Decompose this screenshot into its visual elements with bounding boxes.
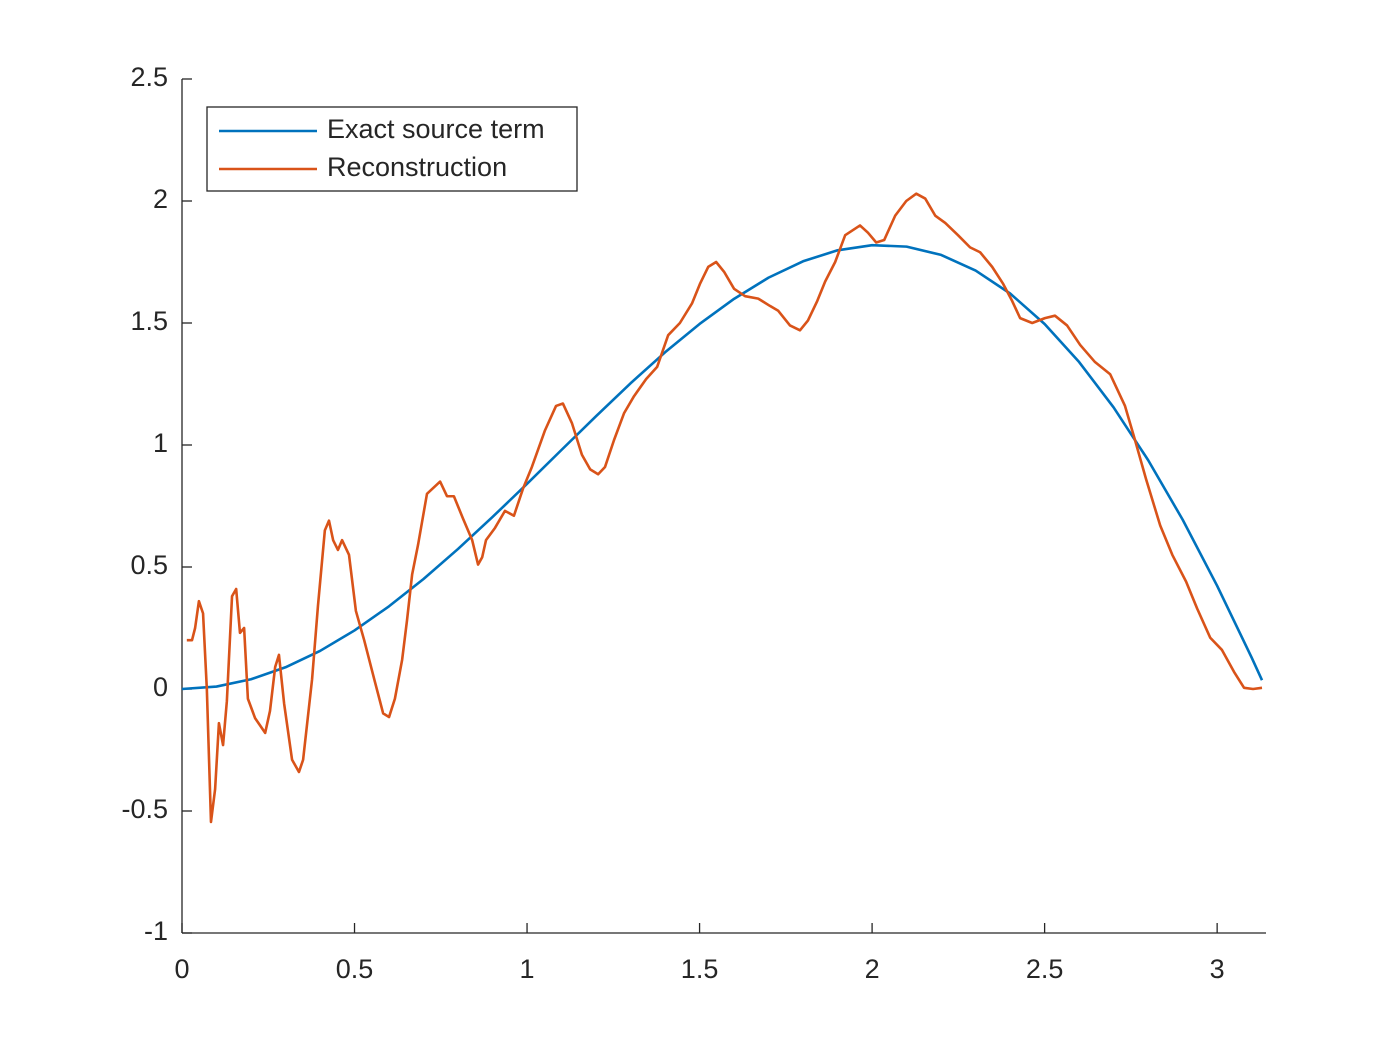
legend-label: Exact source term: [327, 114, 545, 144]
y-tick-label: 2: [153, 184, 168, 214]
y-tick-label: -0.5: [121, 794, 168, 824]
x-tick-label: 0.5: [336, 954, 374, 984]
x-tick-label: 0: [174, 954, 189, 984]
data-line: [181, 243, 1264, 691]
data-line: [186, 192, 1263, 824]
legend-label: Reconstruction: [327, 152, 507, 182]
x-tick-label: 2.5: [1026, 954, 1064, 984]
y-tick-label: -1: [144, 916, 168, 946]
y-tick-label: 2.5: [130, 62, 168, 92]
x-tick-label: 3: [1210, 954, 1225, 984]
x-tick-label: 2: [865, 954, 880, 984]
y-tick-label: 1: [153, 428, 168, 458]
y-tick-label: 1.5: [130, 306, 168, 336]
legend-box: [206, 106, 578, 192]
y-tick-label: 0: [153, 672, 168, 702]
x-tick-label: 1.5: [681, 954, 719, 984]
x-tick-label: 1: [520, 954, 535, 984]
y-tick-label: 0.5: [130, 550, 168, 580]
